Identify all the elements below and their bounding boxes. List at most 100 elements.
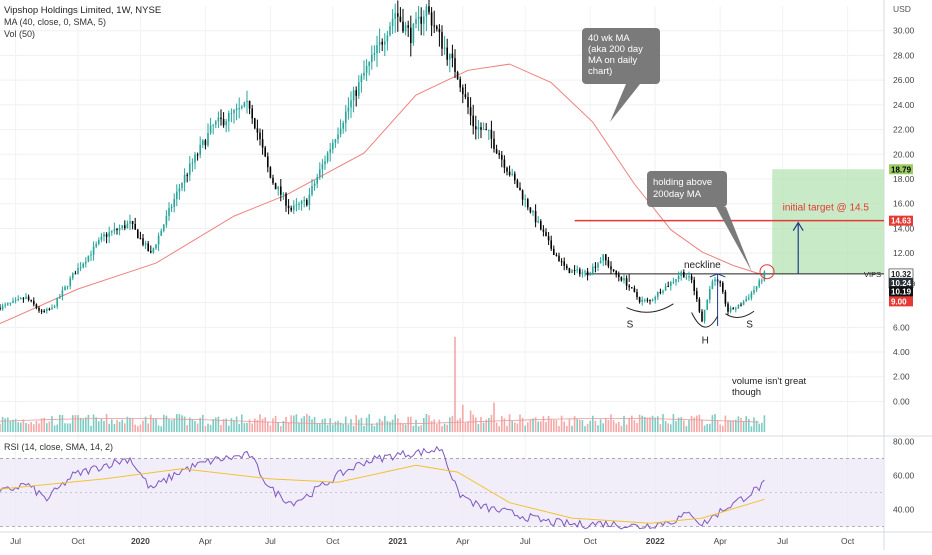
candle-body xyxy=(71,273,74,279)
candle-body xyxy=(9,302,12,304)
volume-bar xyxy=(290,415,293,432)
volume-bar xyxy=(292,415,295,432)
volume-bar xyxy=(656,416,659,432)
time-tick-label: Oct xyxy=(584,536,598,546)
candle-body xyxy=(201,140,204,145)
candle-body xyxy=(248,100,251,109)
candle-body xyxy=(724,291,727,304)
candle-body xyxy=(311,186,313,195)
volume-bar xyxy=(568,419,571,432)
time-tick-label: 2022 xyxy=(646,536,665,546)
volume-bar xyxy=(38,423,40,432)
candle-body xyxy=(373,53,376,55)
price-tick-label: 22.00 xyxy=(893,125,915,135)
time-tick-label: Apr xyxy=(714,536,727,546)
candle-body xyxy=(45,308,48,312)
volume-bar xyxy=(612,420,615,432)
candle-body xyxy=(508,171,511,175)
candle-body xyxy=(183,174,186,183)
volume-bar xyxy=(170,420,173,432)
candle-body xyxy=(6,303,9,305)
candle-body xyxy=(79,267,82,269)
candle-body xyxy=(422,16,425,24)
volume-bar xyxy=(123,423,126,432)
volume-bar xyxy=(703,425,706,432)
volume-bar xyxy=(464,422,467,432)
volume-bar xyxy=(186,425,189,432)
candle-body xyxy=(641,299,644,302)
volume-bar xyxy=(519,414,521,432)
candle-body xyxy=(378,41,381,45)
time-tick-label: Oct xyxy=(71,536,85,546)
volume-bar xyxy=(35,421,38,432)
volume-bar xyxy=(641,415,644,432)
candle-body xyxy=(318,169,321,178)
candle-body xyxy=(308,194,311,206)
volume-bar xyxy=(750,426,753,432)
volume-bar xyxy=(71,415,74,432)
candle-body xyxy=(428,6,430,13)
volume-bar xyxy=(121,419,124,432)
volume-bar xyxy=(157,425,160,432)
volume-bar xyxy=(524,425,527,432)
volume-bar xyxy=(714,414,716,432)
candle-body xyxy=(27,296,30,300)
candle-body xyxy=(342,122,345,129)
volume-bar xyxy=(105,413,108,432)
candle-body xyxy=(220,117,222,119)
candle-body xyxy=(347,107,350,112)
candle-body xyxy=(129,221,131,224)
volume-bar xyxy=(25,422,27,432)
volume-bar xyxy=(308,415,311,432)
volume-bar xyxy=(339,422,342,432)
volume-bar xyxy=(40,418,43,432)
volume-bar xyxy=(90,425,92,432)
candle-body xyxy=(760,280,763,282)
volume-bar xyxy=(147,423,150,432)
volume-bar xyxy=(136,426,139,432)
candle-body xyxy=(35,304,38,308)
volume-bar xyxy=(443,423,446,432)
rsi-tick-label: 80.00 xyxy=(893,436,915,446)
candle-body xyxy=(675,279,677,282)
time-tick-label: Jul xyxy=(520,536,531,546)
candle-body xyxy=(539,221,542,230)
volume-bar xyxy=(620,425,623,432)
ma40-line xyxy=(0,63,765,325)
volume-bar xyxy=(630,415,633,432)
candle-body xyxy=(277,186,280,190)
candle-body xyxy=(355,90,358,96)
volume-bar xyxy=(32,424,35,432)
candle-body xyxy=(654,297,657,300)
volume-bar xyxy=(586,423,589,432)
volume-bar xyxy=(662,414,664,432)
candle-body xyxy=(386,35,389,42)
candle-body xyxy=(612,269,615,271)
volume-bar xyxy=(274,415,277,432)
candle-body xyxy=(693,279,696,292)
candle-body xyxy=(134,224,137,230)
candle-body xyxy=(474,126,477,130)
candle-body xyxy=(682,272,685,278)
candle-body xyxy=(558,255,560,262)
candle-body xyxy=(365,65,368,73)
candle-body xyxy=(750,292,753,298)
volume-bar xyxy=(526,422,529,432)
volume-bar xyxy=(207,423,209,432)
candle-body xyxy=(170,207,173,209)
candle-body xyxy=(90,254,92,256)
candle-body xyxy=(58,296,61,299)
candle-body xyxy=(620,277,623,281)
volume-bar xyxy=(589,420,592,432)
candle-body xyxy=(550,240,553,249)
candle-body xyxy=(376,44,378,54)
volume-bar xyxy=(565,425,568,432)
candle-body xyxy=(168,208,170,216)
head-arc xyxy=(691,312,719,328)
volume-bar xyxy=(646,417,649,432)
candle-body xyxy=(334,139,337,143)
volume-bar xyxy=(649,417,651,432)
candle-body xyxy=(4,304,7,306)
volume-bar xyxy=(1,416,4,432)
